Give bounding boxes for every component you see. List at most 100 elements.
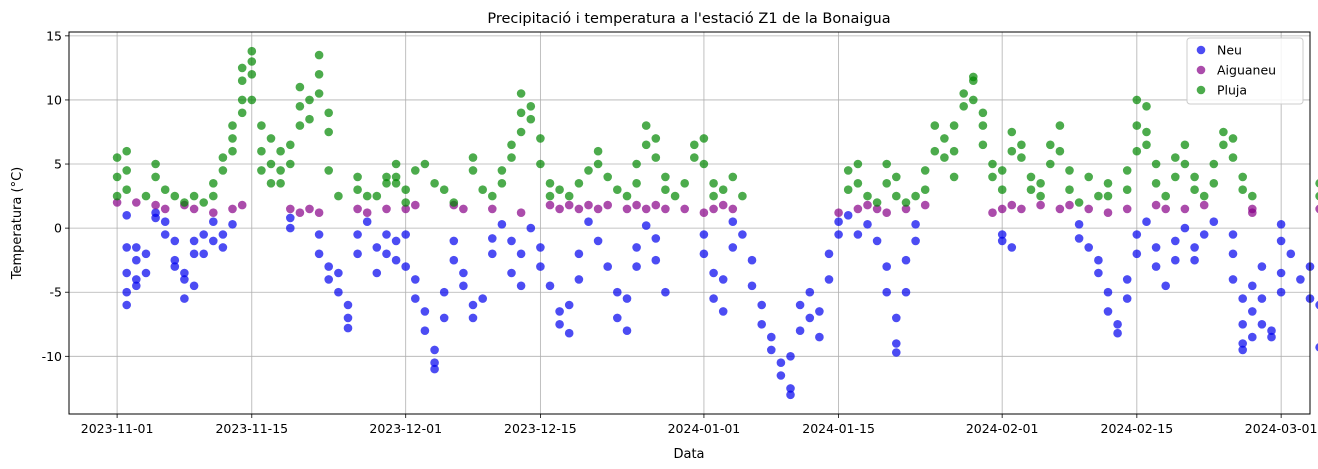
data-point-neu: [488, 249, 497, 259]
data-point-pluja: [314, 70, 324, 79]
data-point-pluja: [1055, 121, 1065, 130]
data-point-neu: [1238, 339, 1247, 348]
data-point-neu: [545, 281, 555, 291]
data-point-pluja: [564, 191, 574, 201]
data-point-pluja: [305, 114, 314, 124]
data-point-neu: [584, 217, 593, 226]
data-point-pluja: [112, 153, 122, 162]
data-point-neu: [180, 275, 189, 284]
data-point-neu: [834, 230, 843, 239]
data-point-pluja: [920, 185, 930, 194]
data-point-pluja: [247, 70, 257, 79]
data-point-neu: [132, 281, 141, 291]
data-point-aiguaneu: [189, 204, 199, 214]
data-point-neu: [632, 262, 641, 271]
data-point-neu: [160, 230, 170, 239]
data-point-neu: [824, 275, 834, 284]
y-tick-label: 15: [46, 28, 62, 43]
data-point-neu: [1190, 255, 1199, 265]
data-point-neu: [824, 249, 834, 259]
data-point-aiguaneu: [882, 208, 891, 217]
data-point-neu: [1007, 243, 1017, 252]
data-point-neu: [709, 294, 718, 303]
data-point-neu: [1238, 345, 1247, 355]
data-point-neu: [911, 236, 920, 246]
data-point-pluja: [151, 172, 160, 182]
data-point-neu: [430, 358, 439, 368]
data-point-neu: [507, 236, 516, 246]
y-tick-label: -10: [42, 349, 62, 364]
data-point-neu: [468, 300, 478, 310]
data-point-neu: [1142, 217, 1151, 226]
data-point-pluja: [362, 191, 372, 201]
data-point-pluja: [382, 172, 391, 182]
data-point-pluja: [1190, 185, 1199, 194]
data-point-pluja: [1248, 191, 1257, 201]
data-point-neu: [603, 262, 612, 271]
data-point-pluja: [892, 172, 901, 182]
data-point-neu: [1122, 275, 1132, 284]
data-point-pluja: [940, 134, 949, 143]
data-point-pluja: [1017, 140, 1026, 150]
data-point-pluja: [516, 108, 526, 118]
data-point-neu: [382, 249, 391, 259]
data-point-aiguaneu: [699, 208, 709, 217]
data-point-neu: [141, 249, 151, 259]
data-point-pluja: [1315, 179, 1318, 188]
data-point-pluja: [545, 191, 555, 201]
data-point-neu: [1228, 275, 1238, 284]
data-point-pluja: [1151, 179, 1161, 188]
data-point-pluja: [911, 191, 920, 201]
data-point-neu: [882, 287, 891, 297]
data-point-pluja: [641, 140, 651, 150]
data-point-aiguaneu: [209, 208, 218, 217]
data-point-aiguaneu: [1180, 204, 1190, 214]
data-point-aiguaneu: [988, 208, 997, 217]
data-point-neu: [170, 236, 180, 246]
data-point-pluja: [940, 153, 949, 162]
data-point-aiguaneu: [411, 200, 420, 210]
data-point-aiguaneu: [488, 204, 497, 214]
data-point-neu: [1094, 255, 1103, 265]
data-point-neu: [1276, 268, 1286, 278]
data-point-neu: [1257, 294, 1267, 303]
data-point-pluja: [112, 191, 122, 201]
data-point-neu: [776, 371, 786, 380]
data-point-aiguaneu: [997, 204, 1007, 214]
data-point-aiguaneu: [1248, 208, 1257, 217]
data-point-pluja: [353, 172, 362, 182]
data-point-neu: [1074, 220, 1084, 229]
data-point-aiguaneu: [1151, 200, 1161, 210]
legend-marker: [1196, 85, 1206, 95]
data-point-neu: [728, 243, 738, 252]
data-point-neu: [795, 300, 805, 310]
data-point-pluja: [141, 191, 151, 201]
data-point-aiguaneu: [545, 200, 555, 210]
data-point-pluja: [603, 172, 612, 182]
data-point-pluja: [969, 95, 978, 105]
data-point-pluja: [170, 191, 180, 201]
data-point-neu: [1267, 332, 1276, 342]
data-point-pluja: [1238, 185, 1247, 194]
data-point-pluja: [488, 191, 497, 201]
data-point-aiguaneu: [516, 208, 526, 217]
data-point-neu: [564, 328, 574, 338]
data-point-aiguaneu: [151, 200, 160, 210]
data-point-pluja: [997, 185, 1007, 194]
data-point-neu: [170, 262, 180, 271]
data-point-neu: [1132, 249, 1142, 259]
data-point-neu: [132, 275, 141, 284]
data-point-neu: [1248, 307, 1257, 316]
data-point-pluja: [391, 172, 401, 182]
data-point-pluja: [266, 179, 276, 188]
data-point-aiguaneu: [641, 204, 651, 214]
data-point-pluja: [1142, 140, 1151, 150]
data-point-pluja: [160, 185, 170, 194]
data-point-neu: [1315, 343, 1318, 352]
data-point-neu: [459, 268, 468, 278]
data-point-neu: [189, 281, 199, 291]
data-point-neu: [1113, 328, 1122, 338]
data-point-neu: [209, 217, 218, 226]
data-point-neu: [757, 320, 766, 329]
y-tick-label: 5: [54, 157, 62, 172]
